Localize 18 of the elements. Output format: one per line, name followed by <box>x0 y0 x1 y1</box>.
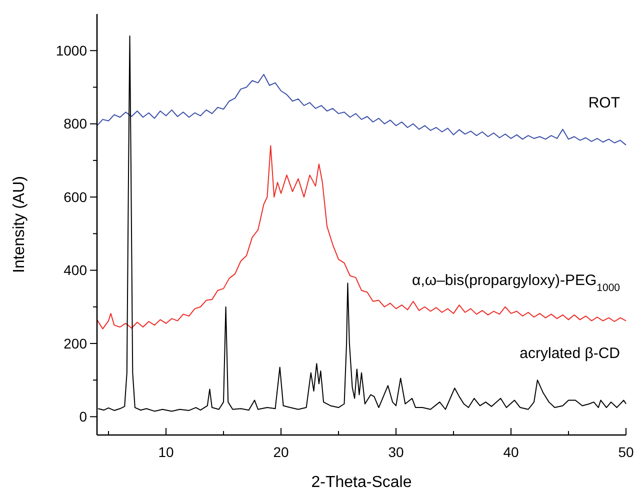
series-label: acrylated β-CD <box>520 345 620 362</box>
x-tick-label: 30 <box>388 444 404 460</box>
x-tick-label: 40 <box>503 444 519 460</box>
series-label: ROT <box>588 94 620 112</box>
y-tick-label: 1000 <box>56 42 88 59</box>
x-tick-label: 50 <box>618 444 634 460</box>
y-tick-label: 800 <box>64 116 88 132</box>
line-series <box>96 145 626 330</box>
y-tick-label: 400 <box>64 262 88 278</box>
series-label: α,ω–bis(propargyloxy)-PEG$_{1000}$ <box>412 272 620 294</box>
line-series <box>96 74 626 146</box>
x-axis-title: 2-Theta-Scale <box>311 474 412 491</box>
x-tick-label: 10 <box>158 444 174 460</box>
y-tick-label: 200 <box>64 335 88 352</box>
y-tick-label: 600 <box>64 188 88 205</box>
y-tick-label: 0 <box>79 408 88 425</box>
x-tick-label: 20 <box>273 444 289 460</box>
y-axis-title: Intensity (AU) <box>11 176 28 273</box>
